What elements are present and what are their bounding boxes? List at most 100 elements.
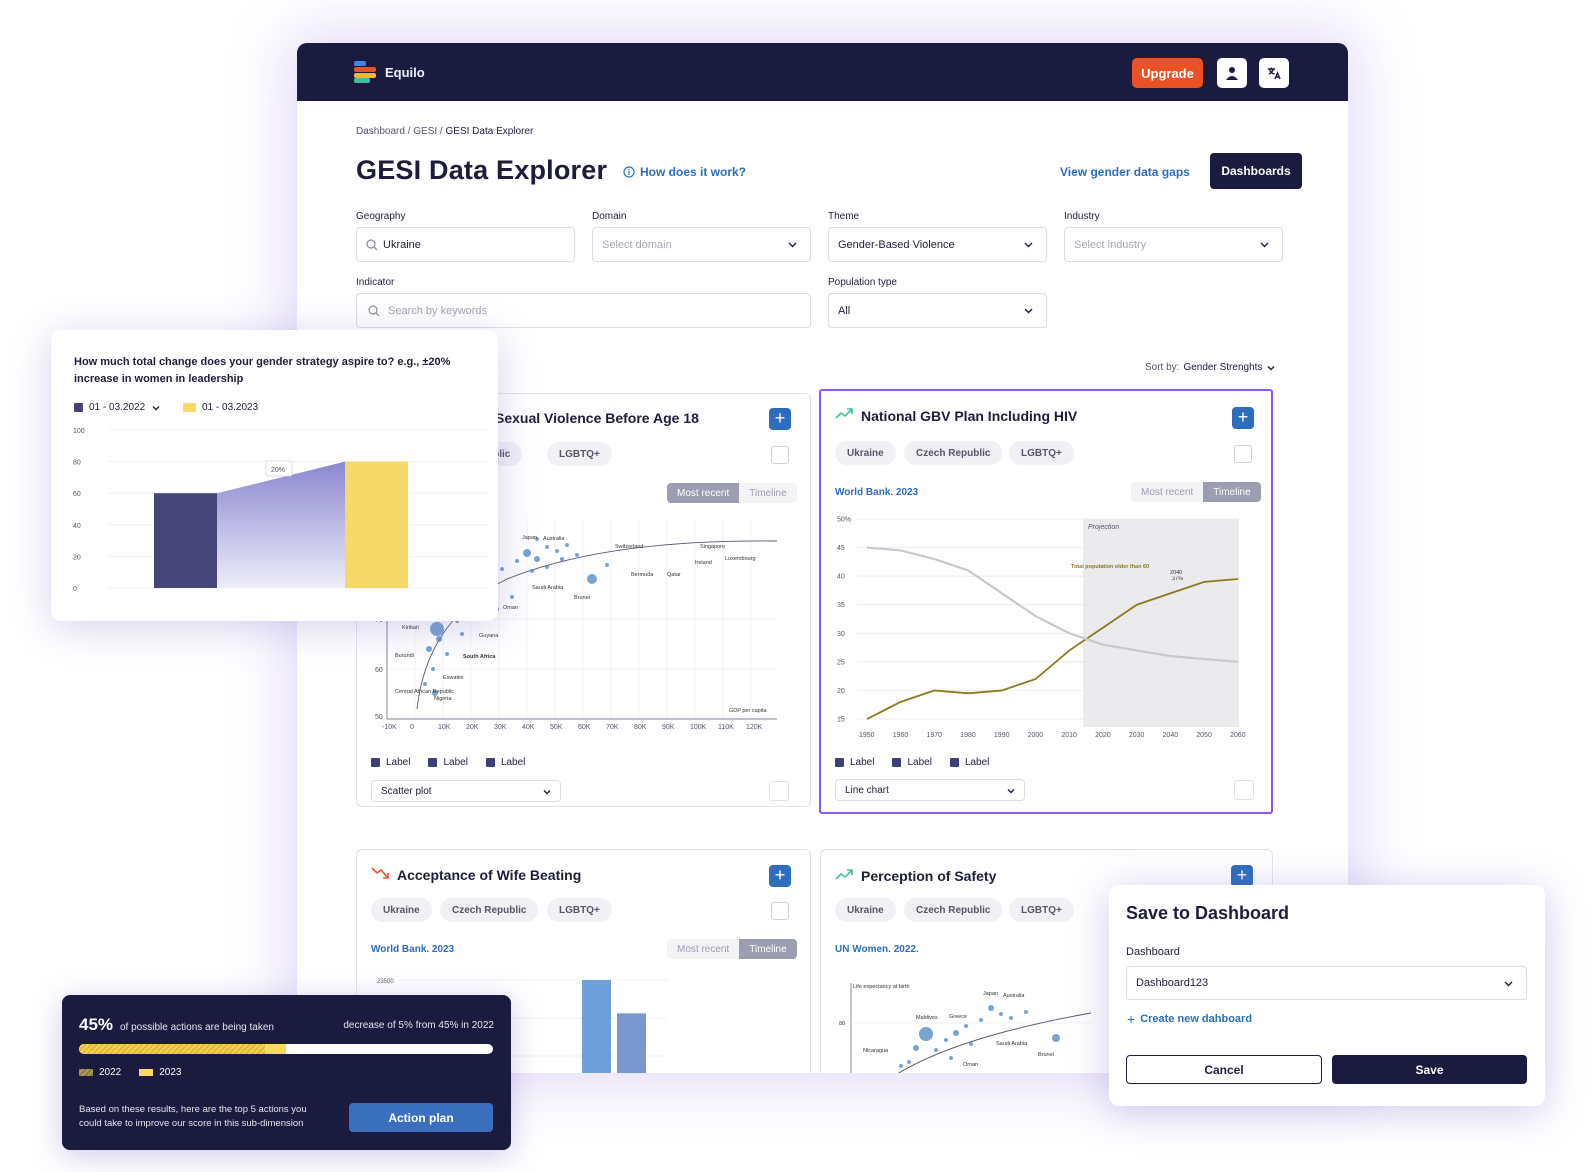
geography-input[interactable]: Ukraine xyxy=(356,227,575,262)
toggle-timeline[interactable]: Timeline xyxy=(1203,482,1261,502)
series-line xyxy=(866,578,1239,720)
x-tick: 0 xyxy=(410,724,414,731)
bar-chart: 23500 xyxy=(377,979,667,1073)
legend-item: Label xyxy=(949,757,989,768)
legend-item: Label xyxy=(371,757,410,768)
point-label: Brunei xyxy=(574,595,590,601)
page-title: GESI Data Explorer xyxy=(356,155,608,185)
x-tick: 10K xyxy=(438,724,451,731)
y-tick: 0 xyxy=(73,586,77,593)
actions-summary-popup: 45% of possible actions are being taken … xyxy=(62,995,511,1150)
toggle-timeline[interactable]: Timeline xyxy=(739,483,797,503)
population-type-select[interactable]: All xyxy=(828,293,1047,328)
indicator-search-input[interactable]: Search by keywords xyxy=(356,293,811,328)
x-tick: 2060 xyxy=(1230,732,1246,739)
sort-by-value: Gender Strenghts xyxy=(1183,362,1263,373)
toggle-timeline[interactable]: Timeline xyxy=(739,939,797,959)
dashboards-button[interactable]: Dashboards xyxy=(1210,153,1302,189)
point-label: Brunei xyxy=(1038,1052,1054,1058)
bar xyxy=(617,1013,646,1073)
save-button[interactable]: Save xyxy=(1332,1055,1527,1084)
x-tick: 1990 xyxy=(994,732,1010,739)
toggle-most-recent[interactable]: Most recent xyxy=(667,483,740,503)
area-chart: 100 80 60 40 20 0 20% xyxy=(73,428,489,593)
chevron-down-icon xyxy=(152,405,160,410)
filter-chip[interactable]: Czech Republic xyxy=(904,441,1003,465)
y-tick: 80 xyxy=(73,460,81,467)
line-chart: Projection Total population older than 6… xyxy=(837,517,1246,740)
add-to-dashboard-button[interactable]: + xyxy=(1232,407,1254,429)
toggle-most-recent[interactable]: Most recent xyxy=(1131,482,1204,502)
x-tick: 60K xyxy=(578,724,591,731)
add-to-dashboard-button[interactable]: + xyxy=(769,865,791,887)
filter-chip[interactable]: Ukraine xyxy=(835,898,896,922)
view-toggle[interactable]: Most recent Timeline xyxy=(667,939,797,959)
x-tick: 2030 xyxy=(1129,732,1145,739)
copy-icon[interactable] xyxy=(771,446,789,464)
filter-chip[interactable]: LGBTQ+ xyxy=(1009,898,1074,922)
filter-chip[interactable]: LGBTQ+ xyxy=(1009,441,1074,465)
breadcrumb-trail[interactable]: Dashboard / GESI / xyxy=(356,126,446,137)
copy-icon[interactable] xyxy=(771,902,789,920)
x-tick: 20K xyxy=(466,724,479,731)
copy-icon[interactable] xyxy=(1234,445,1252,463)
filter-chip[interactable]: LGBTQ+ xyxy=(547,442,612,466)
y-tick: 20 xyxy=(73,554,81,561)
period-legend-2023: 01 - 03.2023 xyxy=(183,402,258,413)
period-select-2022[interactable]: 01 - 03.2022 xyxy=(74,402,161,413)
y-tick: 25 xyxy=(837,659,845,666)
expand-icon[interactable] xyxy=(1234,780,1254,800)
domain-select[interactable]: Select domain xyxy=(592,227,811,262)
series-line xyxy=(866,546,1239,663)
create-dashboard-link[interactable]: + Create new dahboard xyxy=(1127,1011,1252,1027)
change-annotation: 20% xyxy=(271,467,285,474)
add-to-dashboard-button[interactable]: + xyxy=(1231,865,1253,887)
filter-chip[interactable]: LGBTQ+ xyxy=(547,898,612,922)
gender-data-gaps-link[interactable]: View gender data gaps xyxy=(1060,165,1190,179)
bar xyxy=(582,980,611,1073)
toggle-most-recent[interactable]: Most recent xyxy=(667,939,740,959)
card-title: Sexual Violence Before Age 18 xyxy=(495,410,699,426)
action-plan-button[interactable]: Action plan xyxy=(349,1103,493,1132)
filter-chip[interactable]: Czech Republic xyxy=(904,898,1003,922)
theme-select[interactable]: Gender-Based Violence xyxy=(828,227,1047,262)
y-tick: 15 xyxy=(837,717,845,724)
user-profile-button[interactable] xyxy=(1217,58,1247,88)
expand-icon[interactable] xyxy=(769,781,789,801)
dashboard-select[interactable]: Dashboard123 xyxy=(1126,966,1527,1000)
upgrade-button[interactable]: Upgrade xyxy=(1132,58,1203,88)
chart-type-select[interactable]: Scatter plot xyxy=(371,780,561,802)
chevron-down-icon xyxy=(1260,242,1269,248)
view-toggle[interactable]: Most recent Timeline xyxy=(1131,482,1261,502)
x-tick: 2010 xyxy=(1061,732,1077,739)
theme-value: Gender-Based Violence xyxy=(838,238,955,251)
series-label: 01 - 03.2023 xyxy=(202,402,259,413)
how-it-works-link[interactable]: How does it work? xyxy=(623,165,746,179)
sort-by-control[interactable]: Sort by: Gender Strenghts xyxy=(1145,362,1276,373)
data-source: UN Women. 2022. xyxy=(835,944,919,955)
add-to-dashboard-button[interactable]: + xyxy=(769,408,791,430)
y-tick: 100 xyxy=(73,428,85,435)
translate-button[interactable] xyxy=(1259,58,1289,88)
data-source: World Bank. 2023 xyxy=(835,487,919,498)
filter-chip[interactable]: Czech Republic xyxy=(440,898,539,922)
point-label: Burundi xyxy=(395,653,414,659)
indicator-placeholder: Search by keywords xyxy=(388,304,488,317)
industry-select[interactable]: Select industry xyxy=(1064,227,1283,262)
filter-chip[interactable]: Ukraine xyxy=(835,441,896,465)
breadcrumb-current: GESI Data Explorer xyxy=(445,126,534,137)
annotation-label: Total population older than 60 xyxy=(1071,564,1149,570)
filter-chip[interactable]: Ukraine xyxy=(371,898,432,922)
x-tick: 1980 xyxy=(960,732,976,739)
point-label: Maldives xyxy=(916,1015,938,1021)
y-tick: 60 xyxy=(73,491,81,498)
view-toggle[interactable]: Most recent Timeline xyxy=(667,483,797,503)
progress-fill-2022 xyxy=(79,1044,266,1054)
chart-type-select[interactable]: Line chart xyxy=(835,779,1025,801)
legend-item: 2022 xyxy=(79,1067,121,1078)
y-tick: 80 xyxy=(839,1021,845,1027)
data-source: World Bank. 2023 xyxy=(371,944,455,955)
point-label: Oman xyxy=(503,605,518,611)
chevron-down-icon xyxy=(1007,789,1015,794)
cancel-button[interactable]: Cancel xyxy=(1126,1055,1322,1084)
